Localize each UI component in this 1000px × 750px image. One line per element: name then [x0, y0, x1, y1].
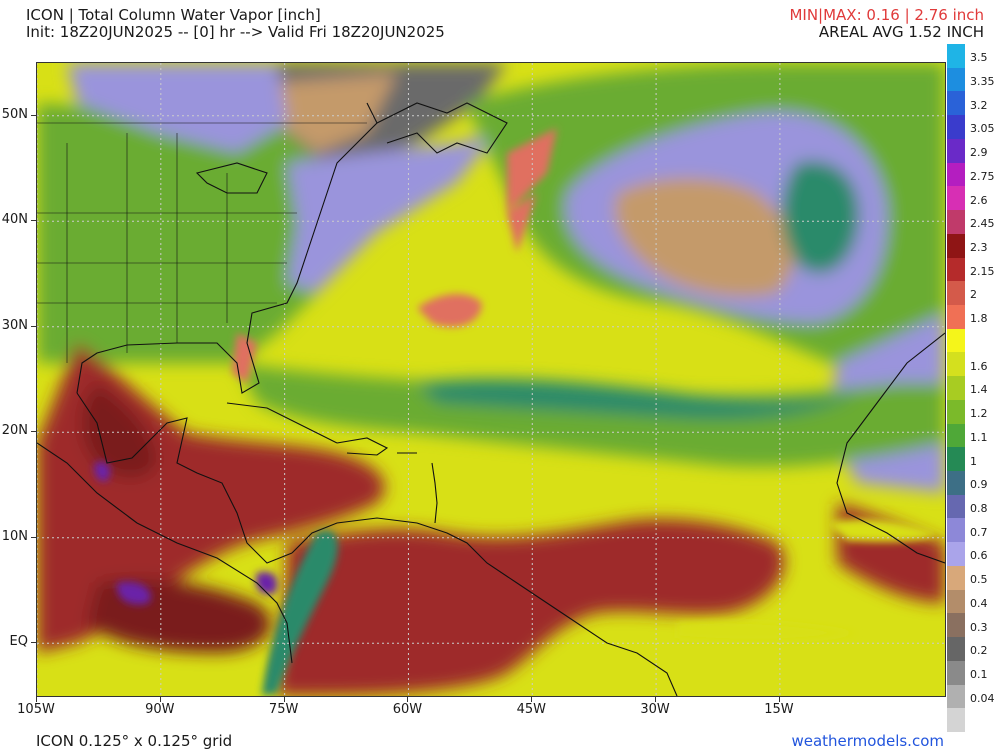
- colorbar-swatch: [947, 565, 965, 591]
- longitude-tick: [36, 697, 37, 702]
- longitude-tick: [283, 697, 285, 702]
- colorbar-swatch: [947, 376, 965, 401]
- colorbar-swatch: [947, 257, 965, 282]
- colorbar-swatch: [947, 660, 965, 686]
- latitude-label: 30N: [1, 317, 28, 333]
- longitude-label: 105W: [17, 702, 55, 717]
- colorbar-swatch: [947, 518, 965, 543]
- model-grid-note: ICON 0.125° x 0.125° grid: [36, 732, 233, 750]
- longitude-label: 60W: [392, 702, 423, 717]
- latitude-label: 20N: [1, 423, 28, 439]
- colorbar-label: 0.3: [970, 620, 988, 634]
- colorbar-label: 0.6: [970, 549, 988, 563]
- water-vapor-map: [36, 62, 946, 697]
- colorbar-swatch: [947, 399, 965, 425]
- latitude-label: 50N: [1, 106, 28, 122]
- colorbar-swatch: [947, 637, 965, 662]
- colorbar-swatch: [947, 471, 965, 496]
- colorbar-swatch: [947, 115, 965, 140]
- colorbar-label: 2.15: [970, 264, 995, 278]
- colorbar-swatch: [947, 162, 965, 187]
- political-borders: [37, 122, 367, 363]
- colorbar-label: 1.4: [970, 383, 988, 397]
- longitude-label: 30W: [640, 702, 670, 717]
- colorbar-label: 1.1: [970, 430, 988, 444]
- colorbar-label: 0.04: [970, 691, 995, 705]
- colorbar-label: 3.35: [970, 74, 995, 88]
- colorbar-swatch: [947, 233, 965, 258]
- colorbar-swatch: [947, 542, 965, 567]
- colorbar-label: 1.6: [970, 359, 988, 373]
- latitude-label: 40N: [1, 212, 28, 228]
- source-link[interactable]: weathermodels.com: [791, 732, 944, 750]
- colorbar-label: 0.1: [970, 668, 988, 682]
- longitude-tick: [407, 697, 409, 702]
- colorbar-label: 2.45: [970, 217, 995, 231]
- colorbar-swatch: [947, 423, 965, 448]
- colorbar-swatch: [947, 447, 965, 472]
- colorbar-label: 1.8: [970, 312, 988, 326]
- colorbar-label: 0.9: [970, 478, 988, 492]
- colorbar-label: 2.3: [970, 241, 988, 255]
- colorbar-swatch: [947, 589, 965, 614]
- longitude-tick: [159, 697, 161, 702]
- lat-lon-gridlines: [37, 63, 945, 696]
- colorbar-label: 2.9: [970, 146, 988, 160]
- colorbar-label: 0.5: [970, 573, 988, 587]
- colorbar: [947, 44, 965, 733]
- latitude-tick: [31, 431, 36, 433]
- map-canvas: [37, 63, 945, 696]
- colorbar-label: 3.05: [970, 122, 995, 136]
- latitude-tick: [31, 642, 36, 644]
- colorbar-swatch: [947, 138, 965, 164]
- coastlines: [37, 102, 945, 696]
- colorbar-swatch: [947, 352, 965, 377]
- colorbar-label: 2.6: [970, 193, 988, 207]
- colorbar-swatch: [947, 210, 965, 235]
- longitude-tick: [531, 697, 533, 702]
- colorbar-swatch: [947, 44, 965, 69]
- colorbar-swatch: [947, 708, 965, 733]
- colorbar-swatch: [947, 684, 965, 709]
- colorbar-swatch: [947, 613, 965, 638]
- colorbar-swatch: [947, 91, 965, 116]
- colorbar-swatch: [947, 304, 965, 330]
- colorbar-swatch: [947, 281, 965, 306]
- longitude-tick: [655, 697, 657, 702]
- latitude-tick: [31, 536, 36, 538]
- colorbar-swatch: [947, 67, 965, 92]
- init-valid-time: Init: 18Z20JUN2025 -- [0] hr --> Valid F…: [26, 23, 445, 41]
- latitude-tick: [31, 220, 36, 222]
- colorbar-label: 0.4: [970, 596, 988, 610]
- map-title: ICON | Total Column Water Vapor [inch]: [26, 6, 321, 24]
- colorbar-label: 2.75: [970, 169, 995, 183]
- colorbar-label: 2: [970, 288, 977, 302]
- longitude-label: 15W: [764, 702, 794, 717]
- colorbar-label: 0.2: [970, 644, 988, 658]
- colorbar-label: 1: [970, 454, 977, 468]
- colorbar-label: 3.5: [970, 51, 988, 65]
- latitude-tick: [31, 325, 36, 327]
- longitude-label: 90W: [145, 702, 175, 717]
- areal-average-readout: AREAL AVG 1.52 INCH: [818, 23, 984, 41]
- longitude-label: 45W: [516, 702, 546, 717]
- min-max-readout: MIN|MAX: 0.16 | 2.76 inch: [789, 6, 984, 24]
- colorbar-label: 0.7: [970, 525, 988, 539]
- longitude-tick: [778, 697, 780, 702]
- colorbar-label: 1.2: [970, 407, 988, 421]
- latitude-label: 10N: [1, 528, 28, 544]
- colorbar-swatch: [947, 494, 965, 519]
- colorbar-swatch: [947, 328, 965, 353]
- colorbar-swatch: [947, 186, 965, 211]
- latitude-label: EQ: [9, 634, 28, 650]
- longitude-label: 75W: [268, 702, 299, 717]
- colorbar-label: 0.8: [970, 501, 988, 515]
- latitude-tick: [31, 114, 36, 116]
- colorbar-label: 3.2: [970, 98, 988, 112]
